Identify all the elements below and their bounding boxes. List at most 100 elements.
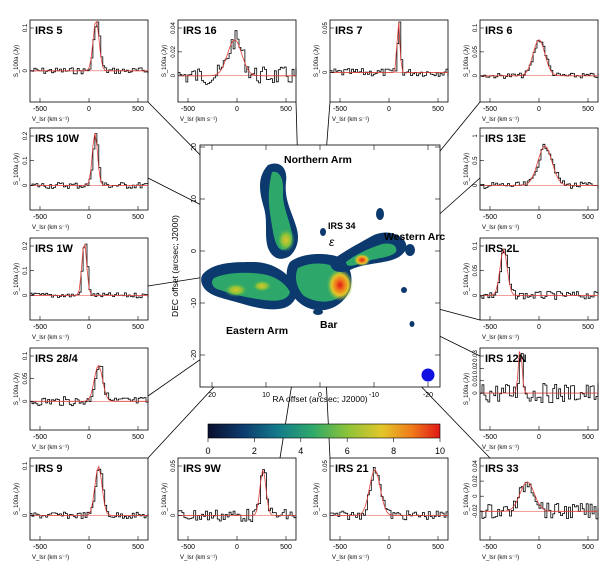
spectrum-ytick-label: 0.02 [171, 45, 177, 57]
spectrum-xtick-label: 0 [235, 544, 239, 551]
colorbar-gradient [207, 423, 441, 439]
spectrum-xtick-label: 0 [87, 324, 91, 331]
spectrum-trace [480, 248, 599, 300]
spectrum-panel: -500 0 500 -0.02 0 0.02 0.04 IRS 33 V_lsr (km s⁻… [464, 457, 599, 561]
map-ytick-label: 0 [191, 249, 198, 253]
spectrum-ytick-label: 0.1 [473, 241, 479, 250]
spectrum-panel: -500 0 500 0 0.05 IRS 21 V_lsr (km s⁻¹) S_100a … [314, 457, 449, 561]
spectrum-ytick-label: 0 [23, 69, 29, 73]
spectrum-ylabel: S_100a (Jy) [314, 45, 320, 77]
label-bar: Bar [320, 319, 338, 331]
spectrum-trace [30, 365, 149, 407]
spectrum-xlabel: V_lsr (km s⁻¹) [32, 225, 69, 231]
spectrum-xlabel: V_lsr (km s⁻¹) [482, 445, 519, 451]
spectrum-ytick-label: 0 [23, 183, 29, 187]
spectrum-panel: -500 0 500 0 0.1 0.2 IRS 1W V_lsr (km s⁻¹) S_100… [14, 237, 149, 341]
spectrum-ytick-label: 0.03 [473, 350, 479, 362]
spectrum-ytick-label: 0 [323, 513, 329, 517]
spectrum-xtick-label: -500 [483, 324, 497, 331]
intensity-map: 20 10 0 -10 -20 20 10 0 -10 -20 Northern Arm West… [170, 143, 445, 404]
spectrum-title: IRS 28/4 [35, 353, 79, 365]
spectrum-trace [480, 482, 599, 520]
emission-blobs [201, 163, 415, 327]
spectrum-xtick-label: -500 [181, 544, 195, 551]
spectrum-ytick-label: 0.05 [23, 372, 29, 384]
spectrum-ytick-label: 0.04 [473, 460, 479, 472]
spectrum-xtick-label: -500 [483, 544, 497, 551]
spectrum-xlabel: V_lsr (km s⁻¹) [482, 117, 519, 123]
spectrum-panel: -500 0 500 0 0.010.020.03 IRS 12N V_lsr (km s⁻… [464, 347, 599, 451]
spectrum-fit [30, 20, 148, 72]
colorbar-tick-label: 6 [345, 446, 350, 456]
map-xtick-label: 10 [262, 392, 270, 399]
spectrum-xtick-label: 500 [582, 544, 594, 551]
spectrum-ytick-label: 0.1 [23, 23, 29, 32]
spectrum-ytick-label: 0.05 [323, 460, 329, 472]
map-xtick-label: 20 [208, 392, 216, 399]
spectrum-xtick-label: 0 [87, 544, 91, 551]
colorbar-tick-label: 2 [252, 446, 257, 456]
spectrum-xtick-label: 0 [537, 544, 541, 551]
spectrum-xtick-label: -500 [33, 434, 47, 441]
spectrum-fit [480, 481, 598, 512]
spectrum-xtick-label: -500 [33, 214, 47, 221]
spectrum-xtick-label: 500 [582, 106, 594, 113]
spectrum-panel: -500 0 500 0 0.05 0.1 IRS 2L V_lsr (km s⁻¹) S_10… [464, 237, 599, 341]
colorbar-tick-label: 8 [391, 446, 396, 456]
spectrum-xtick-label: -500 [33, 544, 47, 551]
spectrum-panel: -500 0 500 0 0.05 0.1 IRS 28/4 V_lsr (km s⁻¹) S_… [14, 347, 149, 451]
spectrum-xtick-label: 0 [387, 106, 391, 113]
colorbar-tick-label: 10 [435, 446, 445, 456]
spectrum-xlabel: V_lsr (km s⁻¹) [32, 335, 69, 341]
spectrum-title: IRS 21 [335, 463, 369, 475]
spectrum-ylabel: S_100a (Jy) [14, 45, 20, 77]
map-xtick-label: -20 [423, 392, 433, 399]
spectrum-ylabel: S_100a (Jy) [464, 153, 470, 185]
spectrum-title: IRS 16 [183, 25, 217, 37]
spectrum-fit [330, 468, 448, 516]
spectrum-ytick-label: 0 [473, 391, 479, 395]
spectrum-xtick-label: -500 [483, 106, 497, 113]
spectrum-trace [178, 30, 297, 85]
spectrum-ytick-label: 0 [23, 399, 29, 403]
colorbar-tick-label: 0 [205, 446, 210, 456]
spectrum-trace [30, 468, 149, 519]
map-xtick-label: 0 [318, 392, 322, 399]
spectrum-xtick-label: -500 [483, 214, 497, 221]
spectrum-ylabel: S_100a (Jy) [464, 263, 470, 295]
spectrum-ytick-label: 0 [323, 70, 329, 74]
spectrum-title: IRS 6 [485, 25, 513, 37]
spectrum-ytick-label: -0.02 [473, 504, 479, 518]
spectrum-ylabel: S_100a (Jy) [14, 153, 20, 185]
map-ytick-label: -10 [191, 298, 198, 308]
spectrum-xtick-label: 500 [280, 106, 292, 113]
spectrum-fit [30, 243, 148, 296]
label-western-arc: Western Arc [384, 231, 445, 243]
spectrum-fit [30, 132, 148, 186]
spectrum-xtick-label: -500 [181, 106, 195, 113]
spectrum-ytick-label: 0.1 [23, 351, 29, 360]
spectrum-ytick-label: 0.05 [323, 22, 329, 34]
spectrum-ytick-label: 0.04 [171, 22, 177, 34]
spectrum-panel: -500 0 500 0 0.02 0.04 IRS 16 V_lsr (km s⁻¹) S_1… [162, 19, 297, 123]
spectrum-xtick-label: 500 [132, 544, 144, 551]
label-irs34: IRS 34 [328, 221, 356, 231]
spectrum-ytick-label: 0.05 [473, 264, 479, 276]
spectrum-title: IRS 13E [485, 133, 526, 145]
spectrum-ylabel: S_100a (Jy) [14, 373, 20, 405]
spectrum-xlabel: V_lsr (km s⁻¹) [332, 555, 369, 561]
spectrum-xlabel: V_lsr (km s⁻¹) [482, 225, 519, 231]
spectrum-fit [30, 465, 148, 516]
spectrum-xtick-label: 0 [235, 106, 239, 113]
spectrum-panel: -500 0 500 0 0.05 0.1 IRS 6 V_lsr (km s⁻¹) S_100… [464, 19, 599, 123]
spectrum-ytick-label: 0.05 [473, 45, 479, 57]
spectrum-title: IRS 7 [335, 25, 363, 37]
map-ytick-label: 10 [191, 195, 198, 203]
spectrum-xtick-label: 0 [537, 106, 541, 113]
spectrum-ytick-label: 1 [473, 134, 479, 138]
spectrum-fit [178, 39, 296, 77]
spectrum-panel: -500 0 500 0 0.5 1 IRS 13E V_lsr (km s⁻¹) S_100a… [464, 127, 599, 231]
spectrum-xtick-label: 500 [432, 544, 444, 551]
spectrum-xtick-label: -500 [33, 106, 47, 113]
